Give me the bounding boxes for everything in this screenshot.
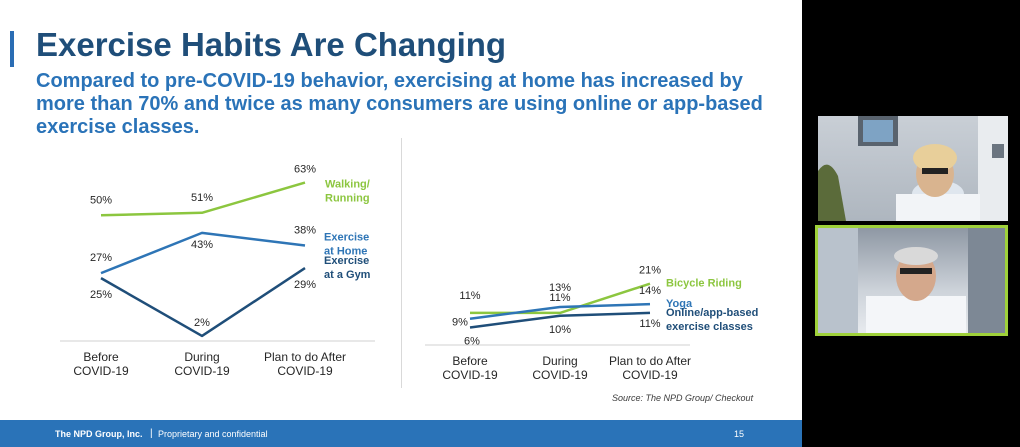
series-line [469,302,651,320]
data-label: 11% [639,318,660,330]
data-label: 9% [452,317,468,329]
presentation-slide: Exercise Habits Are Changing Compared to… [0,0,802,447]
person-icon [818,228,1005,333]
footer-confidential: Proprietary and confidential [158,429,268,439]
data-label: 11% [459,290,480,302]
data-label: 10% [549,324,571,336]
data-label: 63% [294,164,316,176]
x-tick-label: Before COVID-19 [73,350,129,378]
series-name-label: Bicycle Riding [666,278,742,290]
data-label: 29% [294,279,316,291]
data-label: 25% [90,289,112,301]
slide-subtitle: Compared to pre-COVID-19 behavior, exerc… [36,70,763,138]
series-line [470,282,651,315]
title-accent-bar [10,31,14,67]
data-label: 21% [639,265,661,277]
x-tick-label: Plan to do After COVID-19 [609,354,691,382]
series-line [100,267,306,338]
slide-footer: The NPD Group, Inc. | Proprietary and co… [0,420,802,447]
x-tick-label: During COVID-19 [532,354,588,382]
page-number: 15 [734,429,745,439]
series-name-label: Online/app-based exercise classes [666,307,758,333]
x-tick-label: Plan to do After COVID-19 [264,350,346,378]
line-chart-exercise-habits: Before COVID-19 During COVID-19 Plan to do A… [60,164,375,378]
series-line [100,181,306,217]
person-icon [818,116,1008,221]
series-name-label: Exercise at a Gym [324,255,371,281]
data-label: 14% [639,285,661,297]
series-line [469,311,651,329]
footer-company: The NPD Group, Inc. [55,429,143,439]
series-name-label: Exercise at Home [324,231,369,257]
video-tile-participant-1[interactable] [818,116,1008,221]
data-label: 13% [549,282,571,294]
series-name-label: Yoga [666,298,693,310]
data-label: 6% [464,335,480,347]
footer-separator: | [150,428,153,439]
series-line [100,231,306,275]
x-tick-label: Before COVID-19 [442,354,498,382]
chart-divider [401,138,402,388]
data-label: 2% [194,317,210,329]
video-tile-participant-2-active[interactable] [815,225,1008,336]
data-label: 38% [294,224,316,236]
line-chart-activities: Before COVID-19 During COVID-19 Plan to do A… [425,265,758,382]
data-label: 43% [191,239,213,251]
data-label: 27% [90,252,112,264]
source-note: Source: The NPD Group/ Checkout [612,393,754,403]
data-label: 11% [549,292,570,304]
x-tick-label: During COVID-19 [174,350,230,378]
data-label: 51% [191,192,213,204]
data-label: 50% [90,194,112,206]
series-name-label: Walking/Running [325,179,370,205]
slide-title: Exercise Habits Are Changing [36,26,507,63]
